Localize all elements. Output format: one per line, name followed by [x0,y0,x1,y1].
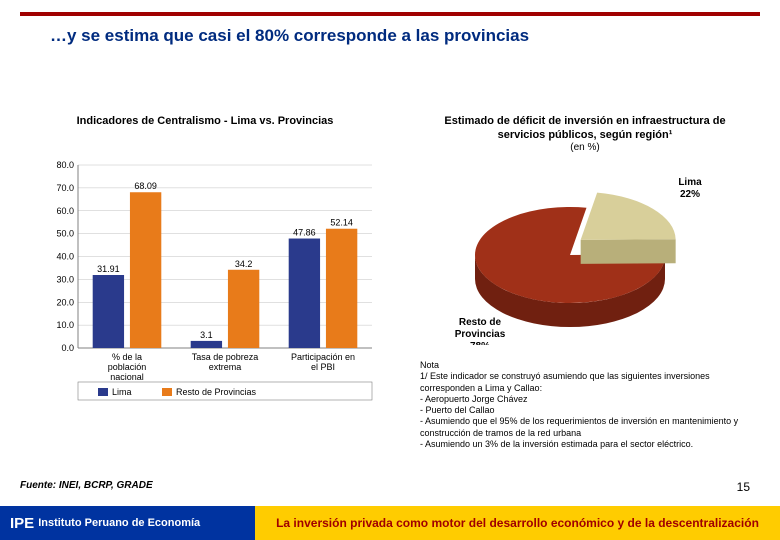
svg-text:3.1: 3.1 [200,330,213,340]
pie-chart-title: Estimado de déficit de inversión en infr… [420,114,750,143]
bar-chart: 0.0 10.0 20.0 30.0 40.0 50.0 60.0 70.0 80.0 31.91… [38,155,378,410]
svg-text:40.0: 40.0 [56,252,74,262]
page-number: 15 [737,480,750,494]
svg-text:78%: 78% [470,341,490,345]
svg-text:34.2: 34.2 [235,259,253,269]
svg-text:31.91: 31.91 [97,264,120,274]
nota-line: - Aeropuerto Jorge Chávez [420,394,760,405]
svg-text:68.09: 68.09 [134,181,157,191]
svg-text:Resto de Provincias: Resto de Provincias [176,387,257,397]
svg-text:70.0: 70.0 [56,183,74,193]
nota-line: - Asumiendo un 3% de la inversión estima… [420,439,760,450]
footer-logo: IPE Instituto Peruano de Economía [0,506,255,540]
svg-text:Tasa de pobreza: Tasa de pobreza [192,352,259,362]
svg-text:el PBI: el PBI [311,362,335,372]
svg-text:extrema: extrema [209,362,242,372]
svg-text:20.0: 20.0 [56,297,74,307]
nota-heading: Nota [420,360,760,371]
pie-chart-svg: Lima22% Resto deProvincias78% [440,165,740,345]
svg-text:% de la: % de la [112,352,142,362]
svg-text:Participación en: Participación en [291,352,355,362]
pie-chart-subtitle: (en %) [420,142,750,153]
svg-text:60.0: 60.0 [56,206,74,216]
svg-text:0.0: 0.0 [61,343,74,353]
svg-text:población: población [108,362,147,372]
svg-text:80.0: 80.0 [56,160,74,170]
fuente-text: Fuente: INEI, BCRP, GRADE [20,480,153,491]
svg-text:Lima: Lima [112,387,132,397]
nota-line: - Puerto del Callao [420,405,760,416]
svg-text:52.14: 52.14 [330,218,353,228]
svg-text:22%: 22% [680,189,700,200]
svg-text:Lima: Lima [678,177,702,188]
bar-chart-svg: 0.0 10.0 20.0 30.0 40.0 50.0 60.0 70.0 80.0 31.91… [38,155,378,410]
bar-chart-title: Indicadores de Centralismo - Lima vs. Pr… [60,114,350,128]
svg-text:47.86: 47.86 [293,228,316,238]
footer-logo-text: Instituto Peruano de Economía [38,517,200,529]
svg-text:nacional: nacional [110,372,144,382]
svg-text:Provincias: Provincias [455,329,506,340]
svg-text:30.0: 30.0 [56,274,74,284]
svg-text:Resto de: Resto de [459,317,502,328]
footer-logo-prefix: IPE [10,515,34,532]
pie-chart: Lima22% Resto deProvincias78% [440,165,740,345]
nota-line: - Asumiendo que el 95% de los requerimie… [420,416,760,439]
svg-text:10.0: 10.0 [56,320,74,330]
nota-block: Nota 1/ Este indicador se construyó asum… [420,360,760,450]
top-rule [20,12,760,16]
svg-text:50.0: 50.0 [56,229,74,239]
footer: IPE Instituto Peruano de Economía La inv… [0,506,780,540]
footer-tagline: La inversión privada como motor del desa… [255,506,780,540]
nota-line: 1/ Este indicador se construyó asumiendo… [420,371,760,394]
page-title: …y se estima que casi el 80% corresponde… [50,26,740,46]
